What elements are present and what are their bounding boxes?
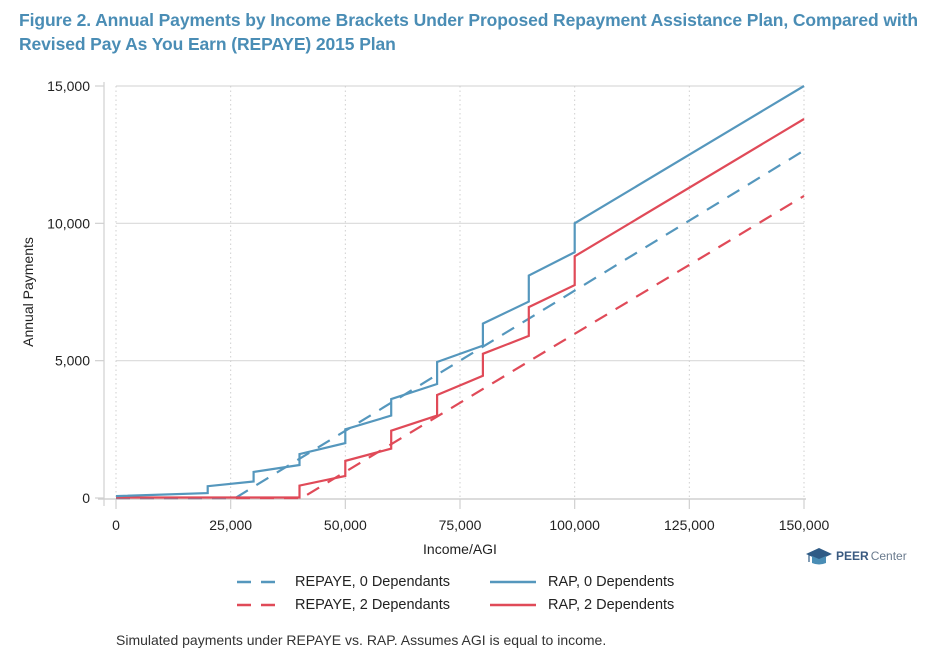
axes: 0 5,000 10,000 15,000 0 25,000 50,000 75,000 100… bbox=[47, 78, 829, 533]
y-axis-label: Annual Payments bbox=[20, 237, 36, 347]
x-tick-label: 50,000 bbox=[324, 517, 367, 533]
x-tick-label: 75,000 bbox=[439, 517, 482, 533]
legend-item-repaye-2: REPAYE, 2 Dependants bbox=[235, 597, 450, 613]
logo-text-bold: PEER bbox=[836, 549, 869, 563]
series-line-repaye-2-dependants bbox=[116, 194, 805, 500]
legend-label: RAP, 2 Dependents bbox=[548, 597, 675, 613]
y-tick-label: 5,000 bbox=[55, 353, 90, 369]
legend-item-repaye-0: REPAYE, 0 Dependants bbox=[235, 574, 450, 590]
legend-label: REPAYE, 0 Dependants bbox=[295, 574, 451, 590]
series-line-rap-2-dependents bbox=[116, 118, 805, 499]
legend-label: REPAYE, 2 Dependants bbox=[295, 597, 451, 613]
chart-title: Figure 2. Annual Payments by Income Brac… bbox=[19, 10, 918, 54]
solid-blue-swatch bbox=[490, 580, 536, 584]
graduation-cap-icon bbox=[806, 548, 832, 565]
legend-item-rap-2: RAP, 2 Dependents bbox=[488, 597, 674, 613]
dashed-blue-swatch bbox=[237, 580, 283, 584]
dashed-red-swatch bbox=[237, 603, 283, 607]
x-tick-label: 25,000 bbox=[209, 517, 252, 533]
series-line-repaye-0-dependants bbox=[116, 149, 805, 500]
peer-center-logo: PEER Center bbox=[806, 547, 907, 565]
x-tick-label: 125,000 bbox=[664, 517, 715, 533]
legend-label: RAP, 0 Dependents bbox=[548, 574, 675, 590]
series-lines bbox=[115, 85, 805, 500]
legend-item-rap-0: RAP, 0 Dependents bbox=[488, 574, 674, 590]
x-axis-label: Income/AGI bbox=[423, 541, 497, 557]
caption: Simulated payments under REPAYE vs. RAP.… bbox=[116, 632, 607, 648]
y-tick-label: 15,000 bbox=[47, 78, 90, 94]
x-tick-label: 150,000 bbox=[779, 517, 830, 533]
logo-text-light: Center bbox=[870, 549, 907, 563]
x-tick-label: 100,000 bbox=[549, 517, 600, 533]
x-tick-label: 0 bbox=[112, 517, 120, 533]
solid-red-swatch bbox=[490, 603, 536, 607]
y-tick-label: 10,000 bbox=[47, 215, 90, 231]
series-line-rap-0-dependents bbox=[115, 85, 805, 498]
y-tick-label: 0 bbox=[82, 490, 90, 506]
